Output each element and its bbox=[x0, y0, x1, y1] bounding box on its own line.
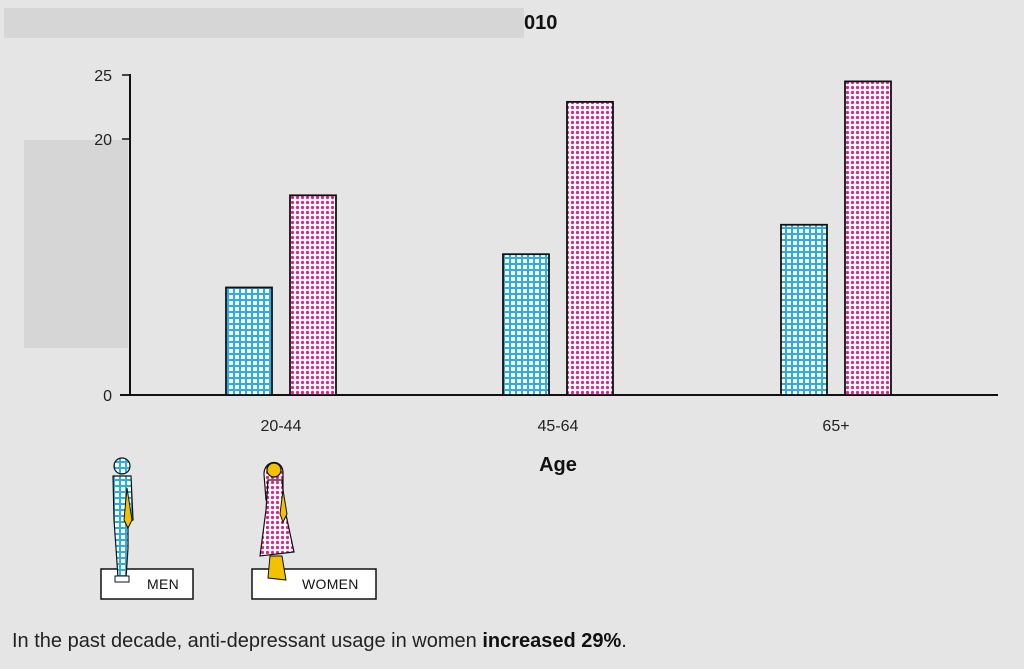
caption-emphasis: increased 29% bbox=[482, 630, 622, 652]
x-ticks: 20-44 45-64 65+ bbox=[261, 418, 850, 435]
caption: In the past decade, anti-depressant usag… bbox=[12, 630, 627, 653]
x-tick-label: 65+ bbox=[822, 418, 849, 435]
woman-figure-icon bbox=[259, 461, 295, 581]
y-ticks: 0 20 25 bbox=[94, 68, 130, 405]
legend-women: WOMEN bbox=[251, 461, 377, 600]
y-tick-label: 25 bbox=[94, 68, 112, 85]
bar-women-45-64 bbox=[566, 100, 614, 396]
bar-women-20-44 bbox=[289, 194, 337, 396]
y-label-redaction bbox=[24, 140, 128, 348]
x-axis-title: Age bbox=[539, 454, 577, 476]
bars bbox=[225, 80, 892, 396]
legend-men-box bbox=[100, 568, 194, 600]
legend-women-label: WOMEN bbox=[302, 576, 359, 592]
title-redaction bbox=[4, 8, 524, 38]
chart-title-fragment: 010 bbox=[524, 12, 557, 34]
x-tick-label: 20-44 bbox=[261, 418, 302, 435]
legend-men-label: MEN bbox=[147, 576, 179, 592]
y-tick-label: 0 bbox=[103, 388, 112, 405]
bar-men-65+ bbox=[780, 223, 828, 396]
bar-men-45-64 bbox=[502, 253, 550, 396]
man-figure-icon bbox=[112, 457, 134, 583]
bar-women-65+ bbox=[844, 80, 892, 396]
x-tick-label: 45-64 bbox=[538, 418, 579, 435]
y-tick-label: 20 bbox=[94, 132, 112, 149]
caption-suffix: . bbox=[621, 630, 627, 652]
bar-men-20-44 bbox=[225, 286, 273, 396]
legend-men: MEN bbox=[100, 457, 194, 600]
caption-prefix: In the past decade, anti-depressant usag… bbox=[12, 630, 483, 652]
